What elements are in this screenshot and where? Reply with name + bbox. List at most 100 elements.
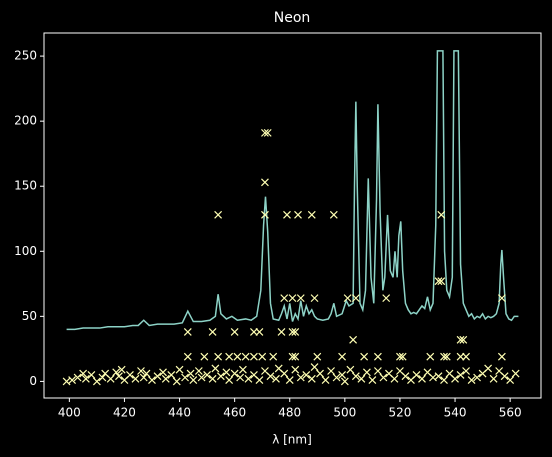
x-tick-label: 500 — [333, 406, 356, 420]
scatter-marker — [426, 352, 435, 361]
scatter-marker — [440, 352, 448, 361]
spectrum-line — [66, 50, 519, 331]
scatter-marker — [489, 374, 498, 383]
scatter-marker — [159, 368, 167, 377]
scatter-marker — [456, 335, 465, 344]
scatter-marker — [87, 370, 96, 379]
scatter-marker — [285, 376, 294, 385]
scatter-marker — [225, 352, 234, 361]
scatter-marker — [68, 376, 77, 385]
scatter-marker — [288, 294, 297, 303]
scatter-marker — [250, 352, 258, 361]
scatter-marker — [283, 210, 291, 219]
scatter-marker — [73, 373, 82, 382]
scatter-marker — [194, 367, 203, 375]
scatter-marker — [258, 352, 267, 361]
scatter-marker — [189, 376, 198, 385]
scatter-marker — [161, 374, 170, 383]
scatter-marker — [222, 368, 231, 377]
scatter-marker — [291, 328, 300, 336]
scatter-marker — [139, 373, 148, 382]
scatter-marker — [214, 352, 223, 361]
scatter-marker — [167, 370, 176, 379]
scatter-marker — [357, 374, 366, 383]
scatter-marker — [172, 377, 181, 386]
scatter-marker — [338, 352, 347, 361]
scatter-marker — [216, 372, 225, 381]
scatter-marker — [332, 373, 341, 382]
scatter-marker — [137, 367, 145, 375]
scatter-marker — [351, 294, 360, 303]
scatter-marker — [280, 294, 289, 303]
scatter-marker — [349, 335, 358, 344]
x-tick-label: 560 — [499, 406, 522, 420]
scatter-marker — [307, 210, 316, 219]
axes-frame — [43, 32, 542, 399]
scatter-marker — [79, 369, 88, 378]
scatter-marker — [131, 374, 140, 383]
scatter-marker — [280, 369, 289, 378]
scatter-marker — [288, 328, 297, 336]
scatter-marker — [440, 376, 448, 385]
scatter-marker — [183, 328, 192, 336]
scatter-marker — [208, 328, 217, 336]
scatter-marker — [313, 352, 322, 361]
scatter-marker — [142, 369, 151, 378]
scatter-marker — [500, 372, 509, 381]
scatter-marker — [291, 365, 300, 374]
y-tick-label: 50 — [22, 309, 37, 323]
scatter-marker — [343, 294, 352, 303]
scatter-marker — [230, 328, 239, 336]
scatter-marker — [112, 368, 121, 377]
x-tick-label: 520 — [388, 406, 411, 420]
scatter-marker — [244, 374, 253, 383]
scatter-marker — [329, 210, 338, 219]
scatter-marker — [497, 294, 506, 303]
y-tick-label: 0 — [29, 374, 37, 388]
scatter-marker — [437, 277, 446, 286]
scatter-marker — [211, 364, 220, 373]
scatter-marker — [241, 352, 250, 361]
scatter-marker — [373, 367, 382, 375]
scatter-marker — [236, 373, 245, 382]
scatter-marker — [296, 294, 305, 303]
y-tick-label: 100 — [14, 244, 37, 258]
scatter-marker — [233, 352, 242, 361]
scatter-marker — [379, 373, 388, 382]
scatter-marker — [456, 370, 465, 379]
scatter-marker — [126, 370, 134, 379]
scatter-marker — [238, 365, 247, 374]
scatter-marker — [442, 352, 451, 361]
scatter-marker — [291, 352, 300, 361]
scatter-marker — [437, 210, 446, 219]
scatter-marker — [214, 210, 223, 219]
x-axis-label: λ [nm] — [272, 433, 312, 447]
scatter-marker — [360, 352, 369, 361]
scatter-marker — [294, 210, 302, 219]
scatter-marker — [473, 373, 482, 382]
scatter-marker — [197, 373, 206, 382]
x-tick-label: 460 — [223, 406, 246, 420]
scatter-marker — [340, 377, 349, 386]
scatter-marker — [261, 178, 269, 187]
x-tick-label: 440 — [168, 406, 191, 420]
scatter-marker — [398, 352, 407, 361]
scatter-marker — [497, 352, 506, 361]
scatter-marker — [208, 374, 217, 383]
scatter-marker — [263, 128, 272, 137]
scatter-marker — [390, 374, 399, 383]
scatter-marker — [462, 367, 470, 375]
scatter-marker — [351, 372, 360, 381]
scatter-marker — [368, 376, 377, 385]
scatter-marker — [106, 374, 115, 383]
scatter-marker — [321, 376, 330, 385]
scatter-marker — [467, 376, 476, 385]
scatter-marker — [396, 352, 404, 361]
x-tick-label: 480 — [278, 406, 301, 420]
scatter-marker — [183, 352, 192, 361]
scatter-marker — [117, 365, 126, 374]
scatter-marker — [373, 352, 382, 361]
scatter-marker — [506, 376, 515, 385]
